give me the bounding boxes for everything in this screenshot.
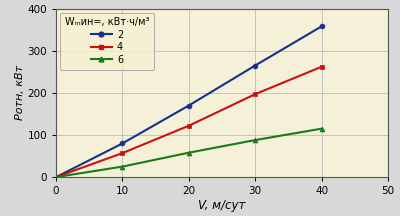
4 (319, 65, 324, 68)
4 (253, 93, 258, 95)
2 (120, 142, 125, 145)
2 (186, 104, 191, 107)
6 (319, 127, 324, 130)
4 (186, 124, 191, 127)
Legend: 2, 4, 6: 2, 4, 6 (60, 13, 154, 70)
4 (54, 176, 58, 178)
2 (54, 176, 58, 178)
2 (253, 64, 258, 67)
6 (120, 165, 125, 168)
6 (186, 151, 191, 154)
X-axis label: V, м/сут: V, м/сут (198, 199, 246, 212)
Line: 6: 6 (54, 126, 324, 179)
6 (54, 176, 58, 178)
Line: 4: 4 (54, 64, 324, 179)
6 (253, 139, 258, 141)
4 (120, 152, 125, 154)
2 (319, 25, 324, 28)
Y-axis label: Pотн, кВт: Pотн, кВт (14, 65, 24, 121)
Line: 2: 2 (54, 24, 324, 179)
